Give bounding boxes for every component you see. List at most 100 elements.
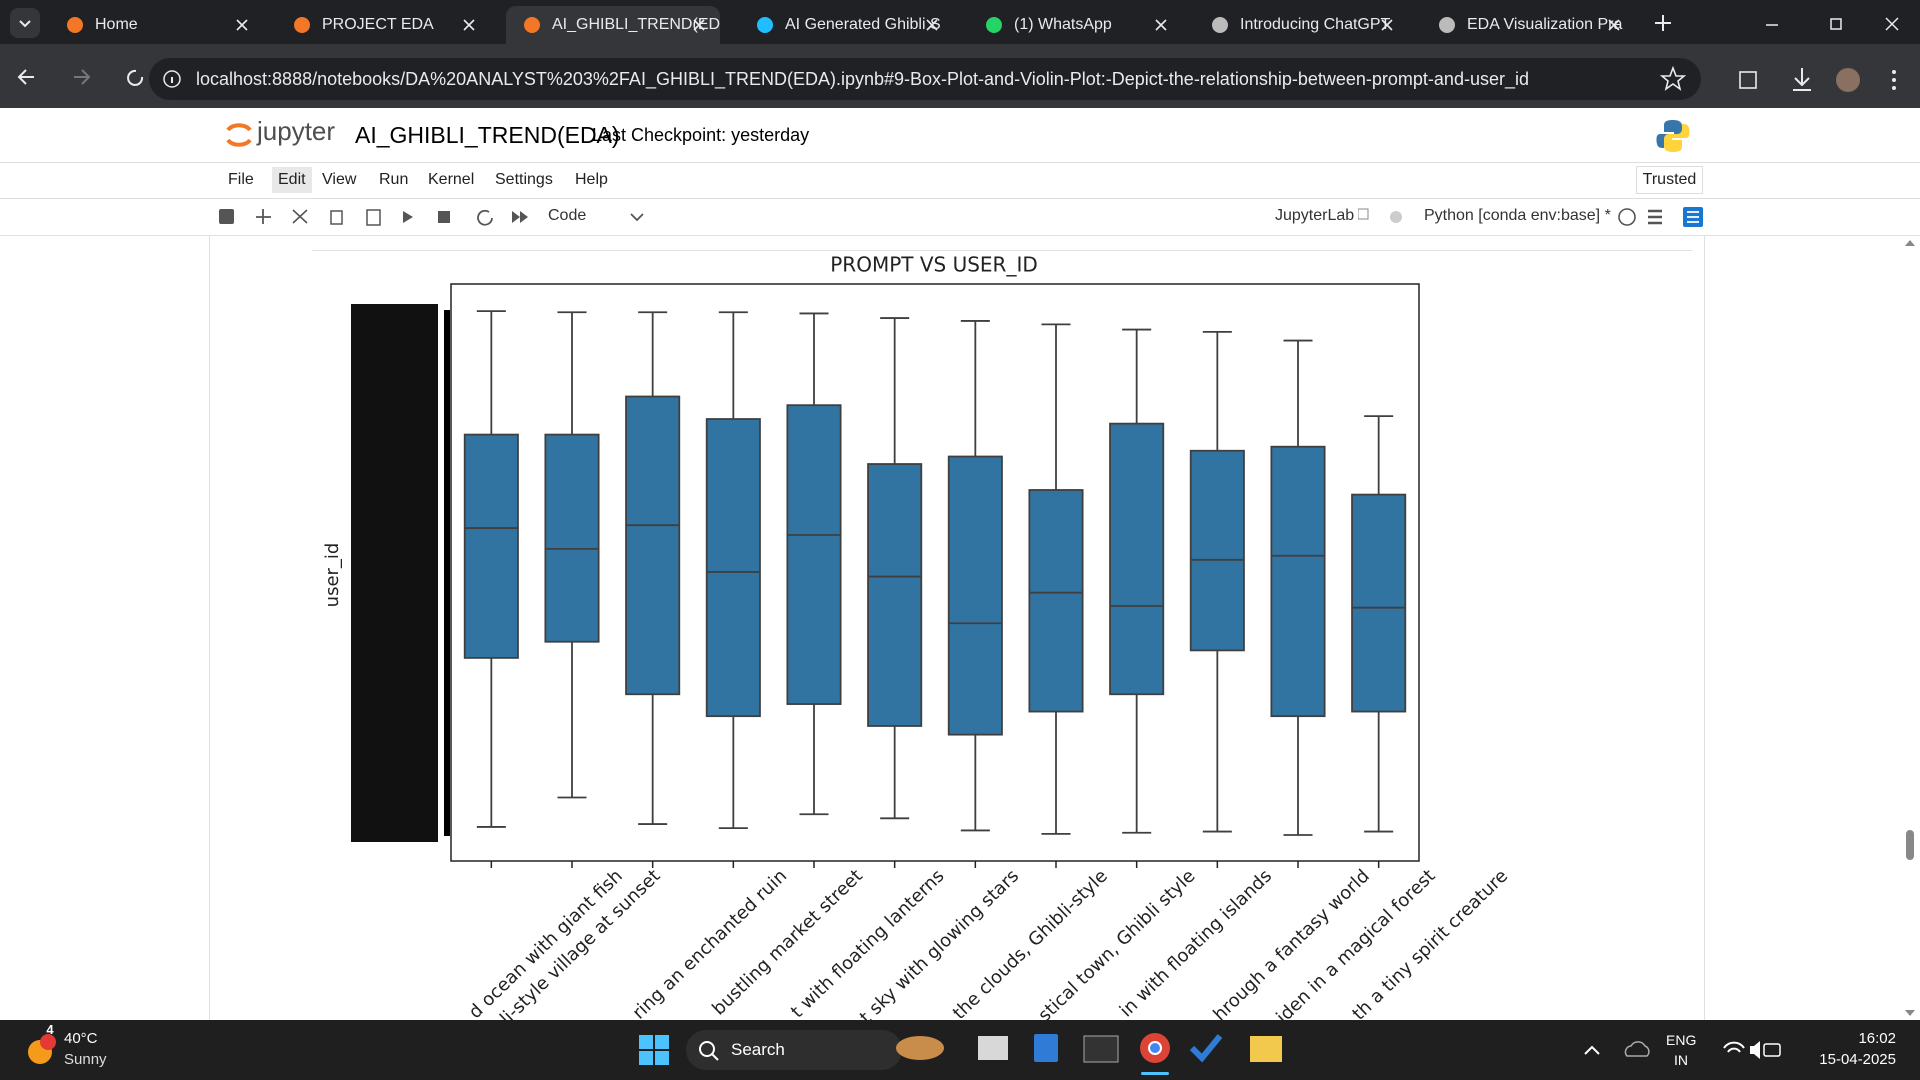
notebook-title[interactable]: AI_GHIBLI_TREND(EDA) <box>355 122 620 148</box>
browser-tab[interactable]: AI Generated Ghibli S <box>739 6 953 44</box>
language[interactable]: ENG <box>1666 1032 1697 1048</box>
tab-bar: Home PROJECT EDA AI_GHIBLI_TREND(ED AI Gene… <box>0 0 1920 44</box>
menu-item[interactable]: Settings <box>495 171 553 188</box>
box <box>463 433 519 659</box>
tab-favicon <box>294 17 310 33</box>
clock-date[interactable]: 15-04-2025 <box>1819 1051 1896 1068</box>
close-glyph <box>1155 19 1167 31</box>
box <box>1028 489 1084 713</box>
x-tick-label: t with floating lanterns <box>787 865 948 1020</box>
menu-item[interactable]: Kernel <box>428 171 475 188</box>
nav-buttons[interactable] <box>14 65 154 89</box>
menu-item[interactable]: File <box>228 171 254 188</box>
menu-item[interactable]: Help <box>575 171 608 188</box>
jupyter-logo[interactable]: jupyter <box>257 116 336 146</box>
favicon-shape <box>1439 17 1455 33</box>
close-glyph <box>926 19 938 31</box>
chart-title: PROMPT VS USER_ID <box>830 253 1038 277</box>
x-tick-label: d ocean with giant fish <box>465 865 627 1020</box>
tab-close[interactable] <box>462 18 476 32</box>
favicon-shape <box>524 17 540 33</box>
box <box>1189 449 1245 652</box>
window-controls[interactable] <box>1650 6 1920 42</box>
url[interactable]: localhost:8888/notebooks/DA%20ANALYST%20… <box>196 69 1529 89</box>
weather-badge: 4 <box>46 1022 54 1037</box>
box <box>1351 493 1407 713</box>
tab-search[interactable] <box>10 8 40 38</box>
cell-output <box>209 236 1705 1020</box>
box <box>867 463 923 727</box>
omnibox[interactable] <box>149 58 1701 100</box>
weather-icon[interactable] <box>26 1034 58 1066</box>
browser-tab[interactable]: PROJECT EDA <box>276 6 490 44</box>
favicon-shape <box>757 17 773 33</box>
menu-item[interactable]: View <box>322 171 357 188</box>
system-tray[interactable] <box>1582 1034 1782 1066</box>
browser-tab[interactable]: EDA Visualization Pra <box>1421 6 1635 44</box>
start-button[interactable] <box>638 1034 672 1066</box>
scrollbar[interactable] <box>1900 236 1920 1020</box>
menu-item[interactable]: Run <box>379 171 409 188</box>
axes-frame <box>450 283 1420 862</box>
browser-tab[interactable]: Home <box>49 6 263 44</box>
close-glyph <box>463 19 475 31</box>
box <box>544 433 600 643</box>
checkpoint: Last Checkpoint: yesterday <box>592 125 810 145</box>
tab-favicon <box>1439 17 1455 33</box>
jupyter-icon <box>226 123 252 147</box>
search-box[interactable] <box>686 1030 902 1070</box>
close-glyph <box>1608 19 1620 31</box>
python-logo <box>1656 120 1690 152</box>
favicon-shape <box>986 17 1002 33</box>
pinned-apps[interactable] <box>890 1028 1290 1076</box>
tab-favicon <box>986 17 1002 33</box>
temperature: 40°C <box>64 1030 98 1047</box>
notebook-area: PROMPT VS USER_ID user_id d ocean with g… <box>0 236 1920 1020</box>
x-tick-label: stical town, Ghibli style <box>1034 865 1199 1020</box>
menu-bar: Trusted File Edit View Run Kernel Settings Hel… <box>0 162 1920 199</box>
weather-condition: Sunny <box>64 1051 107 1068</box>
toolbar-icons[interactable] <box>216 206 646 228</box>
tab-close[interactable] <box>235 18 249 32</box>
favicon-shape <box>67 17 83 33</box>
close-glyph <box>693 19 705 31</box>
y-axis-label: user_id <box>322 543 343 608</box>
search-icon <box>699 1041 719 1061</box>
browser-tab[interactable]: AI_GHIBLI_TREND(ED <box>506 6 720 44</box>
menu-item[interactable]: Edit <box>272 167 312 193</box>
notebook-toolbar: Code JupyterLab Python [conda env:base] … <box>0 199 1920 236</box>
new-tab[interactable] <box>1652 12 1674 34</box>
region[interactable]: IN <box>1674 1052 1688 1068</box>
browser-tab[interactable]: (1) WhatsApp <box>968 6 1182 44</box>
box <box>1109 422 1165 696</box>
tab-close[interactable] <box>1607 18 1621 32</box>
browser-actions[interactable] <box>1660 64 1920 96</box>
cell-type[interactable]: Code <box>548 207 587 224</box>
box <box>705 418 761 718</box>
clock-time[interactable]: 16:02 <box>1858 1030 1896 1047</box>
tab-favicon <box>67 17 83 33</box>
y-tick-marks <box>444 310 450 836</box>
box <box>625 395 681 696</box>
box <box>786 404 842 705</box>
kernel-name[interactable]: Python [conda env:base] * <box>1424 207 1611 224</box>
tab-favicon <box>1212 17 1228 33</box>
favicon-shape <box>1212 17 1228 33</box>
favicon-shape <box>294 17 310 33</box>
search-label[interactable]: Search <box>731 1040 785 1059</box>
site-info[interactable] <box>162 69 182 89</box>
jupyterlab-link[interactable]: JupyterLab <box>1275 207 1355 224</box>
browser-tab[interactable]: Introducing ChatGPT <box>1194 6 1408 44</box>
trusted-button[interactable]: Trusted <box>1636 166 1703 194</box>
tab-close[interactable] <box>1380 18 1394 32</box>
box <box>1270 445 1326 718</box>
box-plot: PROMPT VS USER_ID user_id d ocean with g… <box>322 253 1512 1021</box>
close-glyph <box>236 19 248 31</box>
jupyter-header: jupyter AI_GHIBLI_TREND(EDA) Last Checkp… <box>0 108 1920 163</box>
tab-close[interactable] <box>692 18 706 32</box>
tab-close[interactable] <box>1154 18 1168 32</box>
box <box>947 455 1003 736</box>
cell-divider <box>312 250 1692 251</box>
tab-close[interactable] <box>925 18 939 32</box>
